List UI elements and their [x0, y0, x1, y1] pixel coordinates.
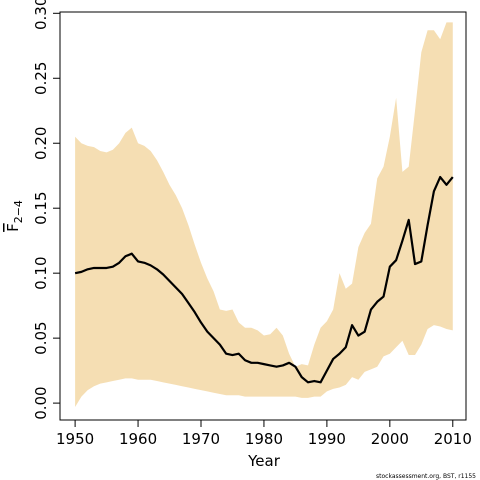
y-tick-label: 0.30	[32, 0, 50, 30]
x-tick-label: 1980	[245, 430, 283, 448]
x-tick-label: 2000	[371, 430, 409, 448]
y-axis-label-main: F2−4	[4, 200, 25, 232]
y-tick-label: 0.25	[32, 62, 50, 95]
x-tick-label: 1970	[182, 430, 220, 448]
x-tick-label: 2010	[434, 430, 472, 448]
y-tick-label: 0.20	[32, 127, 50, 160]
series-line	[74, 175, 454, 384]
y-tick-label: 0.05	[32, 321, 50, 354]
footer: stockassessment.org, BST, r1155	[376, 473, 476, 480]
y-label-f: F	[4, 223, 22, 232]
y-tick-label: 0.00	[32, 386, 50, 419]
y-axis-label: F2−4	[4, 200, 25, 232]
x-axis-label: Year	[247, 452, 281, 470]
x-tick-label: 1960	[119, 430, 157, 448]
x-tick-label: 1950	[56, 430, 94, 448]
y-tick-label: 0.15	[32, 192, 50, 225]
y-tick-label: 0.10	[32, 256, 50, 289]
plot-frame	[59, 11, 467, 421]
y-label-sub: 2−4	[12, 200, 25, 223]
x-tick-label: 1990	[308, 430, 346, 448]
confidence-band	[75, 22, 453, 408]
